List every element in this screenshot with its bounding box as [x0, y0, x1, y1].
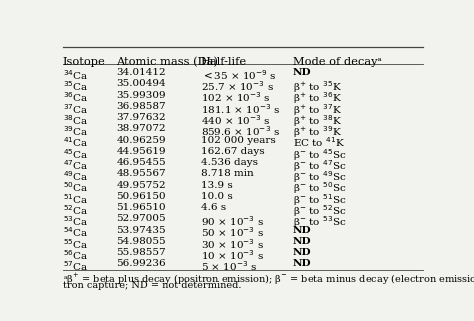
Text: 50 × 10$^{-3}$ s: 50 × 10$^{-3}$ s	[201, 226, 264, 239]
Text: 52.97005: 52.97005	[116, 214, 166, 223]
Text: ND: ND	[292, 248, 311, 257]
Text: 35.99309: 35.99309	[116, 91, 166, 100]
Text: ᵃβ$^{+}$ = beta plus decay (positron emission); β$^{-}$ = beta minus decay (elec: ᵃβ$^{+}$ = beta plus decay (positron emi…	[63, 272, 474, 287]
Text: β$^{+}$ to $^{38}$K: β$^{+}$ to $^{38}$K	[292, 113, 342, 129]
Text: $^{41}$Ca: $^{41}$Ca	[63, 136, 88, 150]
Text: 5 × 10$^{-3}$ s: 5 × 10$^{-3}$ s	[201, 259, 257, 273]
Text: β$^{+}$ to $^{36}$K: β$^{+}$ to $^{36}$K	[292, 91, 342, 107]
Text: 50.96150: 50.96150	[116, 192, 166, 201]
Text: $^{55}$Ca: $^{55}$Ca	[63, 237, 88, 251]
Text: 37.97632: 37.97632	[116, 113, 166, 122]
Text: ND: ND	[292, 259, 311, 268]
Text: $^{47}$Ca: $^{47}$Ca	[63, 158, 88, 172]
Text: $<$35 × 10$^{-9}$ s: $<$35 × 10$^{-9}$ s	[201, 68, 276, 82]
Text: 56.99236: 56.99236	[116, 259, 166, 268]
Text: β$^{-}$ to $^{52}$Sc: β$^{-}$ to $^{52}$Sc	[292, 203, 346, 219]
Text: 10 × 10$^{-3}$ s: 10 × 10$^{-3}$ s	[201, 248, 264, 262]
Text: β$^{-}$ to $^{45}$Sc: β$^{-}$ to $^{45}$Sc	[292, 147, 346, 163]
Text: 13.9 s: 13.9 s	[201, 181, 232, 190]
Text: $^{35}$Ca: $^{35}$Ca	[63, 79, 88, 93]
Text: $^{57}$Ca: $^{57}$Ca	[63, 259, 88, 273]
Text: 859.6 × 10$^{-3}$ s: 859.6 × 10$^{-3}$ s	[201, 125, 280, 138]
Text: ND: ND	[292, 226, 311, 235]
Text: β$^{-}$ to $^{50}$Sc: β$^{-}$ to $^{50}$Sc	[292, 181, 346, 196]
Text: 48.95567: 48.95567	[116, 169, 166, 178]
Text: Half-life: Half-life	[201, 57, 247, 67]
Text: tron capture; ND = not determined.: tron capture; ND = not determined.	[63, 281, 241, 290]
Text: 54.98055: 54.98055	[116, 237, 166, 246]
Text: $^{50}$Ca: $^{50}$Ca	[63, 181, 88, 195]
Text: 55.98557: 55.98557	[116, 248, 166, 257]
Text: ND: ND	[292, 68, 311, 77]
Text: EC to $^{41}$K: EC to $^{41}$K	[292, 136, 345, 150]
Text: $^{37}$Ca: $^{37}$Ca	[63, 102, 88, 116]
Text: 35.00494: 35.00494	[116, 79, 166, 88]
Text: 102 000 years: 102 000 years	[201, 136, 275, 145]
Text: β$^{+}$ to $^{35}$K: β$^{+}$ to $^{35}$K	[292, 79, 342, 95]
Text: $^{39}$Ca: $^{39}$Ca	[63, 125, 88, 138]
Text: $^{54}$Ca: $^{54}$Ca	[63, 226, 88, 239]
Text: 4.6 s: 4.6 s	[201, 203, 226, 212]
Text: 36.98587: 36.98587	[116, 102, 166, 111]
Text: ND: ND	[292, 237, 311, 246]
Text: 53.97435: 53.97435	[116, 226, 166, 235]
Text: 162.67 days: 162.67 days	[201, 147, 264, 156]
Text: 4.536 days: 4.536 days	[201, 158, 258, 167]
Text: Isotope: Isotope	[63, 57, 106, 67]
Text: 51.96510: 51.96510	[116, 203, 166, 212]
Text: 440 × 10$^{-3}$ s: 440 × 10$^{-3}$ s	[201, 113, 270, 127]
Text: $^{49}$Ca: $^{49}$Ca	[63, 169, 88, 183]
Text: β$^{-}$ to $^{53}$Sc: β$^{-}$ to $^{53}$Sc	[292, 214, 346, 230]
Text: β$^{-}$ to $^{47}$Sc: β$^{-}$ to $^{47}$Sc	[292, 158, 346, 174]
Text: 46.95455: 46.95455	[116, 158, 166, 167]
Text: 102 × 10$^{-3}$ s: 102 × 10$^{-3}$ s	[201, 91, 270, 104]
Text: Atomic mass (Da): Atomic mass (Da)	[116, 57, 218, 67]
Text: $^{53}$Ca: $^{53}$Ca	[63, 214, 88, 228]
Text: 90 × 10$^{-3}$ s: 90 × 10$^{-3}$ s	[201, 214, 264, 228]
Text: 10.0 s: 10.0 s	[201, 192, 232, 201]
Text: $^{36}$Ca: $^{36}$Ca	[63, 91, 88, 104]
Text: 44.95619: 44.95619	[116, 147, 166, 156]
Text: 49.95752: 49.95752	[116, 181, 166, 190]
Text: $^{45}$Ca: $^{45}$Ca	[63, 147, 88, 161]
Text: β$^{+}$ to $^{39}$K: β$^{+}$ to $^{39}$K	[292, 125, 342, 140]
Text: 30 × 10$^{-3}$ s: 30 × 10$^{-3}$ s	[201, 237, 264, 251]
Text: 181.1 × 10$^{-3}$ s: 181.1 × 10$^{-3}$ s	[201, 102, 280, 116]
Text: Mode of decayᵃ: Mode of decayᵃ	[292, 57, 382, 67]
Text: 34.01412: 34.01412	[116, 68, 166, 77]
Text: $^{38}$Ca: $^{38}$Ca	[63, 113, 88, 127]
Text: $^{34}$Ca: $^{34}$Ca	[63, 68, 88, 82]
Text: β$^{-}$ to $^{51}$Sc: β$^{-}$ to $^{51}$Sc	[292, 192, 346, 208]
Text: 40.96259: 40.96259	[116, 136, 166, 145]
Text: $^{56}$Ca: $^{56}$Ca	[63, 248, 88, 262]
Text: 38.97072: 38.97072	[116, 125, 166, 134]
Text: β$^{-}$ to $^{49}$Sc: β$^{-}$ to $^{49}$Sc	[292, 169, 346, 185]
Text: $^{52}$Ca: $^{52}$Ca	[63, 203, 88, 217]
Text: β$^{+}$ to $^{37}$K: β$^{+}$ to $^{37}$K	[292, 102, 342, 118]
Text: 25.7 × 10$^{-3}$ s: 25.7 × 10$^{-3}$ s	[201, 79, 273, 93]
Text: 8.718 min: 8.718 min	[201, 169, 254, 178]
Text: $^{51}$Ca: $^{51}$Ca	[63, 192, 88, 206]
